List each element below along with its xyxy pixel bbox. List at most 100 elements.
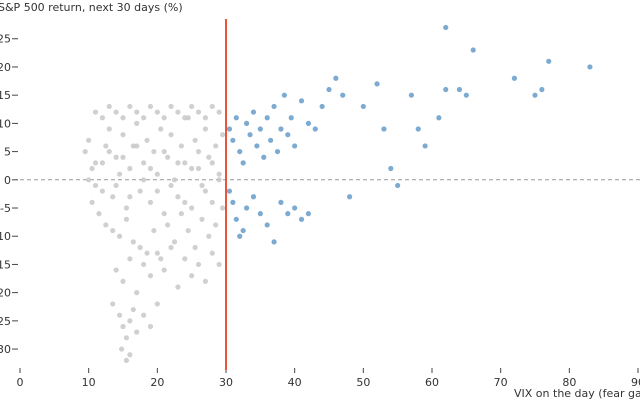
y-tick-label: -15 (0, 258, 11, 271)
x-tick-label: 60 (425, 376, 439, 389)
data-point (89, 199, 95, 205)
data-point (532, 92, 538, 98)
y-tick-label: 20 (0, 61, 11, 74)
data-point (209, 199, 215, 205)
data-point (274, 148, 281, 155)
data-point (511, 75, 517, 81)
data-point (456, 86, 463, 93)
data-point (154, 188, 160, 194)
data-point (216, 171, 222, 177)
data-point (127, 103, 133, 110)
data-point (144, 250, 150, 256)
data-point (134, 120, 140, 126)
data-point (147, 323, 154, 330)
data-point (247, 132, 253, 138)
data-point (141, 261, 147, 268)
data-point (86, 137, 92, 143)
data-point (168, 132, 174, 138)
x-tick-label: 40 (288, 376, 302, 389)
data-point (161, 115, 167, 121)
series-30-and-above (226, 24, 593, 245)
data-point (165, 222, 171, 228)
data-point (240, 160, 246, 166)
data-point (99, 160, 105, 166)
y-tick-label: -20 (0, 287, 11, 300)
data-point (192, 137, 198, 143)
y-tick-label: 15 (0, 89, 11, 102)
data-point (110, 227, 116, 234)
data-point (539, 86, 545, 93)
data-point (195, 165, 202, 172)
data-point (250, 194, 257, 200)
data-point (312, 126, 318, 132)
data-point (213, 222, 219, 228)
data-point (219, 205, 226, 211)
data-point (144, 137, 150, 143)
data-point (192, 244, 198, 251)
x-axis-title: VIX on the day (fear gauge) (514, 387, 640, 400)
data-point (326, 86, 332, 93)
data-point (168, 182, 174, 189)
data-point (189, 165, 195, 172)
data-point (134, 329, 140, 335)
data-point (381, 126, 387, 132)
data-point (185, 227, 191, 234)
data-point (120, 132, 126, 138)
data-point (189, 273, 195, 279)
data-point (240, 227, 246, 234)
data-point (206, 233, 212, 239)
data-point (319, 103, 325, 110)
data-point (395, 182, 401, 189)
data-point (154, 171, 160, 177)
data-point (175, 160, 181, 166)
data-point (127, 165, 133, 172)
data-point (175, 194, 181, 200)
data-point (106, 148, 112, 155)
data-point (134, 109, 140, 115)
data-point (113, 109, 119, 115)
data-point (216, 177, 222, 183)
data-point (340, 92, 346, 98)
data-point (271, 239, 277, 245)
data-point (123, 357, 130, 363)
data-point (219, 132, 226, 138)
data-point (292, 143, 298, 149)
data-point (147, 199, 154, 205)
y-axis-title: S&P 500 return, next 30 days (%) (0, 1, 183, 14)
x-tick-label: 70 (494, 376, 508, 389)
data-point (374, 81, 380, 87)
data-point (333, 75, 339, 81)
data-point (587, 64, 593, 70)
data-point (175, 284, 181, 290)
data-point (110, 194, 116, 200)
x-tick-label: 80 (562, 376, 576, 389)
data-point (123, 335, 130, 341)
data-point (271, 103, 277, 110)
data-point (237, 233, 243, 239)
data-point (305, 120, 311, 126)
data-point (226, 188, 233, 194)
data-point (182, 199, 188, 205)
data-point (113, 154, 119, 160)
data-point (230, 137, 236, 143)
y-tick-label: -30 (0, 343, 11, 356)
data-point (202, 188, 208, 194)
data-point (285, 132, 291, 138)
data-point (233, 216, 239, 222)
data-point (244, 120, 250, 126)
y-tick-label: 10 (0, 117, 11, 130)
data-point (103, 143, 109, 149)
data-point (161, 211, 167, 217)
data-point (116, 233, 123, 239)
data-point (82, 148, 88, 155)
y-tick-label: 0 (4, 174, 11, 187)
data-point (165, 154, 171, 160)
data-point (182, 115, 188, 121)
data-point (178, 211, 184, 217)
data-point (436, 115, 442, 121)
data-point (195, 148, 202, 155)
data-point (470, 47, 476, 53)
data-point (103, 222, 109, 228)
data-point (209, 160, 215, 166)
